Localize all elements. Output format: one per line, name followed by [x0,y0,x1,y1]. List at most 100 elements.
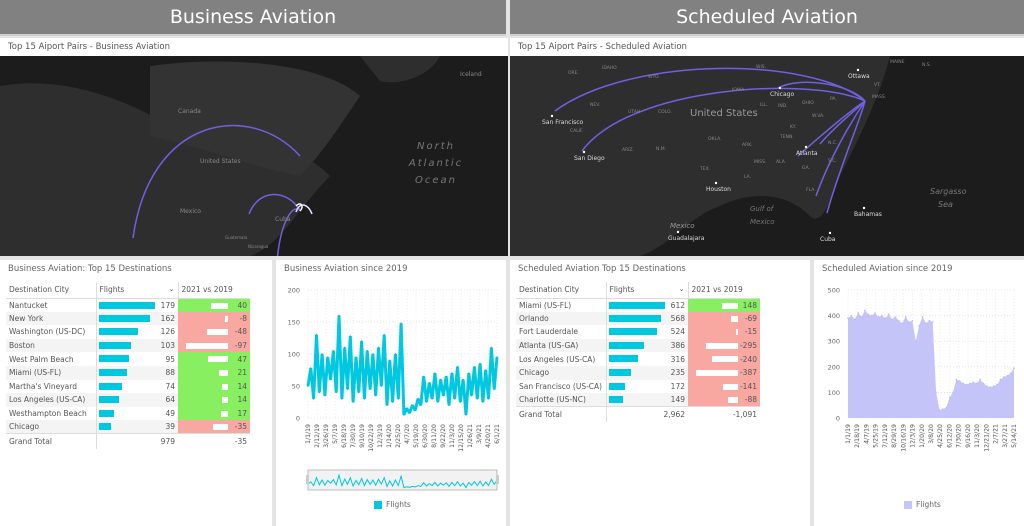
column-header[interactable]: 2021 vs 2019 [687,282,760,299]
x-tick-label: 1/1/19 [845,424,852,444]
table-row[interactable]: Washington (US-DC) 126 -48 [6,325,250,339]
region-label: Gulf of [750,205,775,213]
diff-bar [225,315,228,322]
destination-city: Miami (US-FL) [6,365,96,380]
table-row[interactable]: Los Angeles (US-CA) 64 14 [6,393,250,407]
data-point [459,401,462,403]
region-label: United States [690,108,758,119]
scheduled-destinations-table: Destination City Flights ⌄ 2021 vs 2019 Mia… [516,282,760,422]
flight-arc [132,124,301,239]
sort-chevron-icon[interactable]: ⌄ [678,285,685,294]
diff-bar [723,383,738,390]
diff-cell: -295 [688,338,760,353]
legend-flights[interactable]: Flights [904,500,941,509]
table-row[interactable]: West Palm Beach 95 47 [6,352,250,366]
x-tick-label: 6/12/20 [946,424,953,448]
column-header[interactable]: Destination City [516,282,606,299]
destination-city: Martha's Vineyard [9,381,77,391]
data-point [979,378,981,381]
diff-bar [731,315,738,322]
column-header[interactable]: Flights ⌄ [605,282,688,299]
business-aviation-header: Business Aviation [0,0,506,36]
table-row[interactable]: Boston 103 -97 [6,338,250,353]
sort-chevron-icon[interactable]: ⌄ [168,285,175,294]
diff-cell: 21 [178,365,250,380]
diff-bar [736,329,738,336]
table-row[interactable]: Chicago 235 -387 [516,365,760,380]
data-point [417,398,419,400]
diff-cell: 14 [178,379,250,394]
region-label: Sea [938,200,953,209]
state-label: N.C. [828,140,837,146]
destination-city: Charlotte (US-NC) [516,393,606,407]
table-row[interactable]: Atlanta (US-GA) 386 -295 [516,338,760,353]
table-row[interactable]: Martha's Vineyard 74 14 [6,379,250,394]
data-point [383,334,385,336]
business-map[interactable]: Canada United States Mexico Cuba Iceland… [0,56,508,256]
data-point [467,372,470,374]
scheduled-map[interactable]: Chicago San Francisco San Diego Atlanta Hous… [510,56,1024,256]
table-row[interactable]: Orlando 568 -69 [516,311,760,326]
x-tick-label: 4/20/21 [485,424,492,448]
data-point [962,382,964,385]
data-point [1009,372,1012,374]
data-point [321,353,323,355]
data-point [453,398,456,400]
table-row[interactable]: San Francisco (US-CA) 172 -141 [516,379,760,394]
legend-flights[interactable]: Flights [374,500,411,509]
y-tick-label: 400 [828,312,840,320]
flights-bar [98,382,122,390]
x-tick-label: 9/16/20 [965,424,972,448]
state-label: ALA. [776,159,786,165]
data-point [341,398,343,400]
table-row[interactable]: New York 162 -8 [6,311,250,326]
scheduled-area-chart[interactable]: 0 100 200 300 400 500 1/1/19 2/18/19 4/7/19 5/25/… [814,260,1024,526]
x-tick-label: 5/14/21 [1011,424,1018,448]
table-row[interactable]: Westhampton Beach 49 17 [6,406,250,421]
city-label: Bahamas [854,211,882,218]
data-point [400,322,402,325]
state-label: WIS. [756,64,766,70]
data-point [335,391,338,394]
city-label: San Francisco [542,119,584,126]
flights-cell: 524 [605,325,688,339]
table-row[interactable]: Chicago 39 -35 [6,420,250,434]
column-header[interactable]: Flights ⌄ [95,282,178,299]
flights-bar [608,396,623,404]
table-row[interactable]: Charlotte (US-NC) 149 -88 [516,393,760,407]
flights-cell: 316 [605,352,688,366]
flights-cell: 126 [95,325,178,339]
data-point [329,378,332,381]
flight-arcs [554,67,866,214]
map-label: Canada [178,108,201,115]
state-label: IDAHO [602,65,617,71]
map-label: Atlantic [408,158,463,169]
data-point [445,375,448,378]
table-row[interactable]: Fort Lauderdale 524 -15 [516,325,760,339]
scheduled-table-panel: Scheduled Aviation Top 15 Destinations D… [510,260,810,526]
data-point [394,353,397,355]
data-point [366,350,369,352]
table-row[interactable]: Miami (US-FL) 612 148 [516,298,760,312]
data-point [380,385,383,387]
x-tick-label: 11/3/20 [974,424,981,448]
table-row[interactable]: Los Angeles (US-CA) 316 -240 [516,352,760,366]
table-row[interactable]: Nantucket 179 40 [6,298,250,312]
business-chart-title: Business Aviation since 2019 [284,264,408,274]
data-point [925,322,927,325]
diff-bar [728,397,738,404]
state-label: ARIZ. [622,147,634,153]
business-destinations-table: Destination City Flights ⌄ 2021 vs 2019 Nan… [6,282,250,449]
state-label: N.M. [656,146,666,152]
table-row[interactable]: Miami (US-FL) 88 21 [6,365,250,380]
city-dot [804,145,808,149]
column-header[interactable]: 2021 vs 2019 [177,282,250,299]
data-point [969,382,971,385]
flights-cell: 149 [605,393,688,407]
data-point [312,398,315,400]
x-tick-label: 10/22/19 [368,424,375,452]
column-header[interactable]: Destination City [6,282,96,299]
grand-total-row: Grand Total 979 -35 [6,433,250,449]
state-label: ILL. [760,102,768,108]
